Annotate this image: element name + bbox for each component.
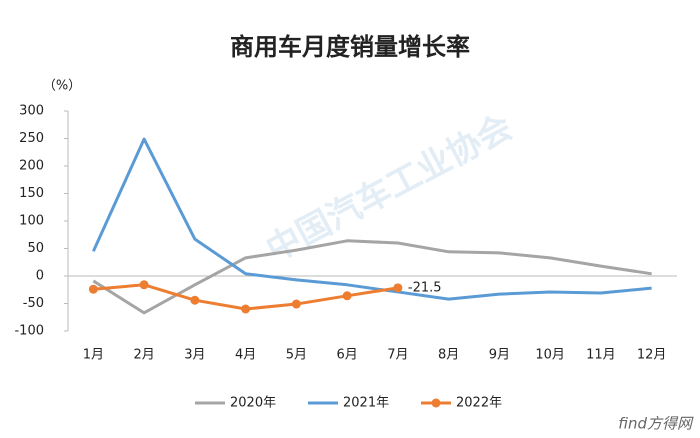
logo: find方得网 [618, 415, 694, 433]
legend-label: 2022年 [456, 396, 502, 411]
chart-title: 商用车月度销量增长率 [230, 33, 470, 61]
y-tick-label: 100 [19, 214, 44, 229]
watermark: 中国汽车工业协会 [260, 107, 519, 270]
x-tick-label: 6月 [336, 348, 357, 363]
marker [393, 283, 403, 293]
x-tick-label: 3月 [184, 348, 205, 363]
x-tick-label: 12月 [637, 348, 667, 363]
y-tick-label: 300 [19, 104, 44, 119]
series-line [92, 137, 652, 301]
marker [139, 280, 149, 290]
x-tick-label: 1月 [83, 348, 104, 363]
data-label: -21.5 [408, 280, 442, 295]
y-tick-label: 150 [19, 186, 44, 201]
x-tick-label: 10月 [535, 348, 565, 363]
legend-label: 2021年 [343, 396, 389, 411]
x-tick-label: 5月 [286, 348, 307, 363]
marker [88, 284, 98, 294]
y-tick-label: -100 [14, 324, 44, 339]
marker [291, 299, 301, 309]
y-tick-label: 0 [36, 269, 44, 284]
x-tick-label: 9月 [489, 348, 510, 363]
y-tick-label: 200 [19, 159, 44, 174]
y-tick-label: 250 [19, 131, 44, 146]
x-tick-label: 4月 [235, 348, 256, 363]
marker [190, 295, 200, 305]
x-tick-label: 8月 [438, 348, 459, 363]
legend-label: 2020年 [230, 396, 276, 411]
x-tick-label: 11月 [586, 348, 616, 363]
y-axis-label: （%） [43, 79, 81, 94]
marker [241, 304, 251, 314]
marker [342, 291, 352, 301]
legend-marker [431, 398, 441, 408]
y-tick-label: -50 [23, 296, 44, 311]
series-line [92, 239, 652, 315]
x-tick-label: 2月 [133, 348, 154, 363]
x-tick-label: 7月 [387, 348, 408, 363]
y-tick-label: 50 [27, 241, 44, 256]
